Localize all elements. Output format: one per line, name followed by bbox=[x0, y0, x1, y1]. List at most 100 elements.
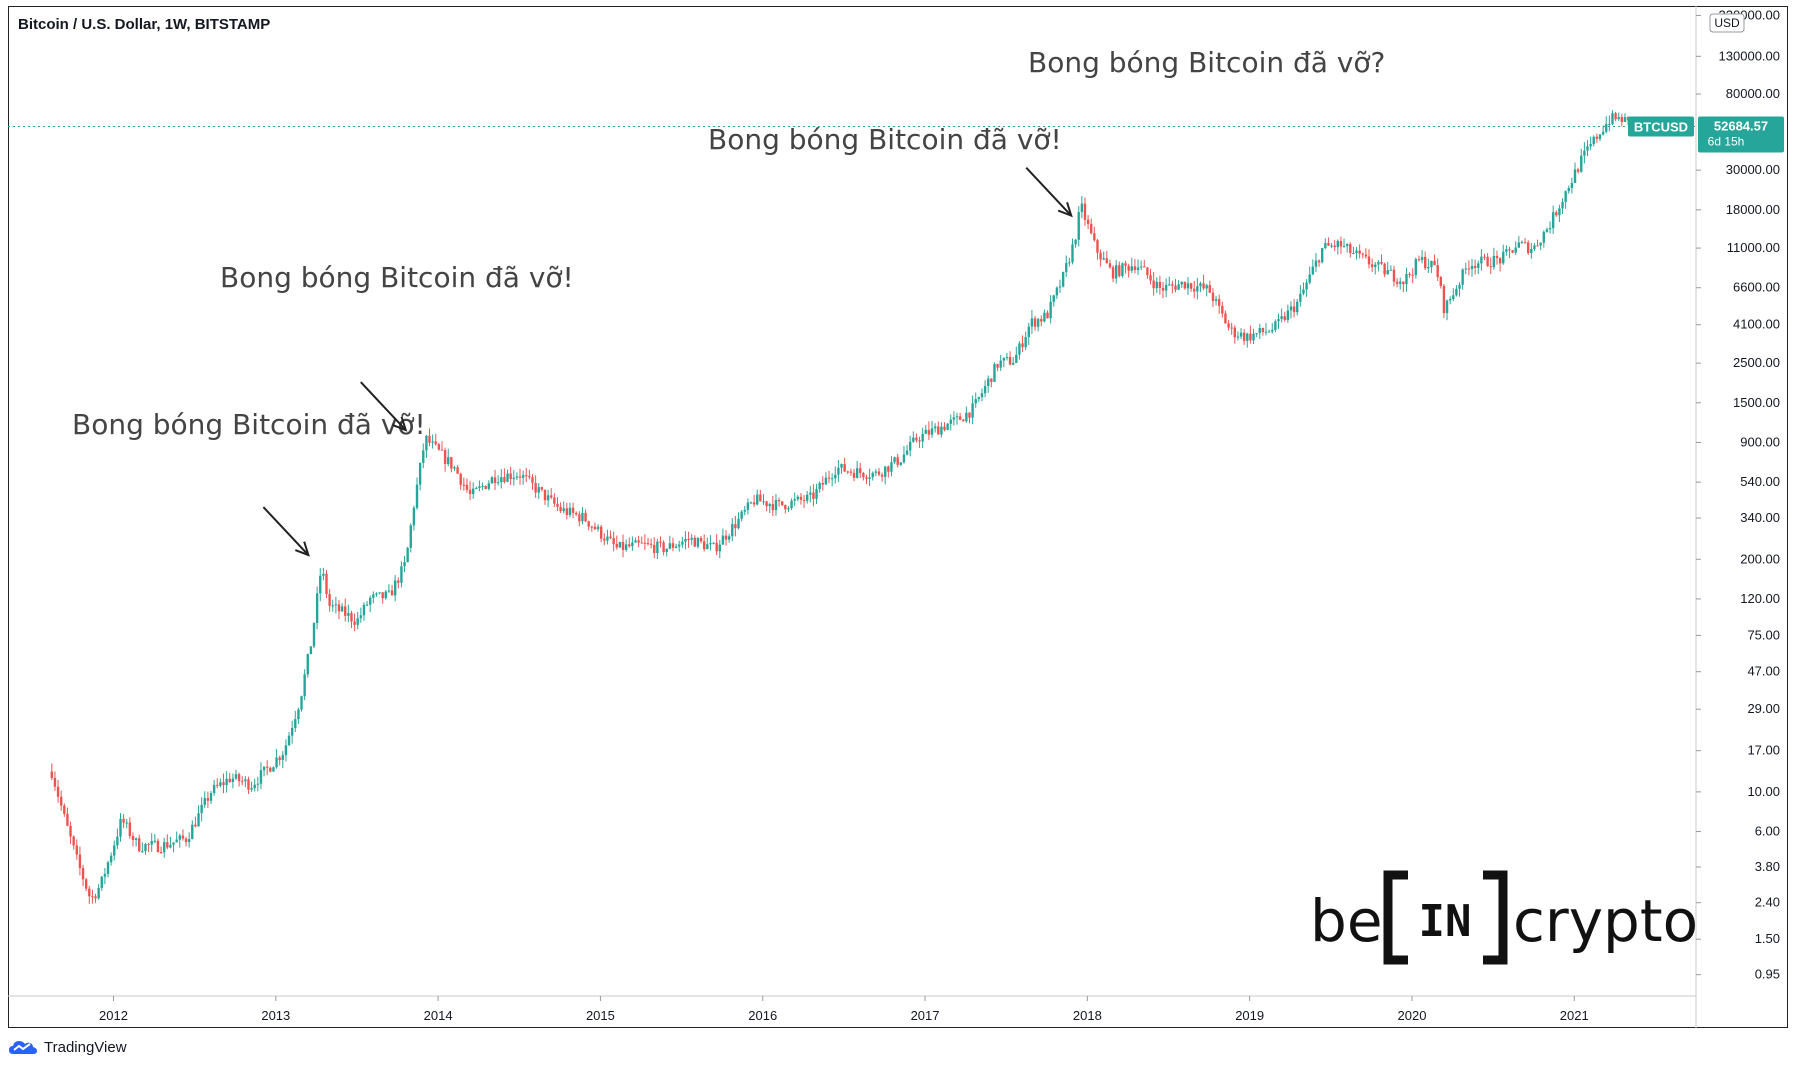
candle bbox=[946, 422, 949, 431]
x-tick-label: 2020 bbox=[1398, 1008, 1427, 1023]
candle bbox=[893, 456, 896, 465]
candle bbox=[1242, 329, 1246, 345]
candle bbox=[462, 477, 466, 491]
candle bbox=[319, 568, 322, 602]
candle bbox=[309, 646, 313, 655]
candle bbox=[456, 465, 459, 475]
candle bbox=[662, 540, 665, 556]
candle bbox=[1136, 259, 1140, 276]
candle bbox=[905, 444, 909, 456]
candle bbox=[393, 575, 397, 602]
candle bbox=[1174, 279, 1177, 293]
candles[interactable] bbox=[50, 110, 1630, 904]
x-tick-label: 2012 bbox=[99, 1008, 128, 1023]
tradingview-label: TradingView bbox=[44, 1038, 127, 1056]
candle bbox=[525, 467, 528, 483]
candle bbox=[799, 493, 803, 505]
candle bbox=[287, 731, 291, 746]
candle bbox=[1561, 198, 1564, 214]
candle bbox=[1402, 281, 1405, 293]
candle bbox=[1180, 281, 1183, 288]
candle bbox=[1080, 195, 1084, 219]
candle bbox=[805, 491, 809, 504]
candle bbox=[1439, 275, 1443, 289]
annotation-label: Bong bóng Bitcoin đã vỡ! bbox=[72, 408, 426, 441]
candle bbox=[1583, 142, 1586, 164]
candle bbox=[1580, 148, 1583, 173]
candle bbox=[431, 434, 434, 449]
candle bbox=[1317, 259, 1321, 267]
candle bbox=[1620, 113, 1624, 127]
candle bbox=[1551, 205, 1555, 234]
candle bbox=[1161, 281, 1165, 299]
candle bbox=[197, 805, 200, 827]
tradingview-footer[interactable]: TradingView bbox=[8, 1038, 127, 1056]
tradingview-cloud-icon bbox=[9, 1041, 37, 1054]
candle bbox=[144, 842, 147, 855]
candle bbox=[1495, 250, 1499, 265]
candle bbox=[206, 791, 210, 808]
candle bbox=[1114, 259, 1118, 284]
candle bbox=[484, 485, 487, 490]
candle bbox=[1252, 328, 1255, 345]
candle bbox=[518, 468, 522, 485]
candle bbox=[138, 834, 141, 853]
candle bbox=[1427, 258, 1430, 273]
candle bbox=[1389, 265, 1393, 271]
candle bbox=[681, 536, 684, 549]
candle bbox=[228, 773, 231, 784]
candle bbox=[116, 828, 119, 850]
candle bbox=[756, 489, 759, 506]
candle bbox=[1274, 319, 1277, 332]
candle bbox=[802, 494, 806, 509]
candle bbox=[933, 423, 937, 433]
candle bbox=[971, 395, 974, 425]
candle bbox=[1177, 280, 1180, 290]
candle bbox=[1193, 280, 1196, 299]
candle bbox=[993, 362, 996, 382]
candle bbox=[306, 653, 309, 678]
candle bbox=[359, 607, 363, 623]
candle bbox=[256, 776, 260, 792]
y-tick-label: 47.00 bbox=[1747, 664, 1780, 679]
candle bbox=[1036, 317, 1040, 332]
candle bbox=[1146, 267, 1149, 279]
y-tick-label: 540.00 bbox=[1740, 474, 1780, 489]
candle bbox=[1052, 294, 1055, 307]
candle bbox=[1108, 259, 1112, 269]
price-chart[interactable]: 220000.00130000.0080000.0030000.0018000.… bbox=[8, 6, 1788, 1028]
y-tick-label: 29.00 bbox=[1747, 701, 1780, 716]
candle bbox=[656, 538, 659, 560]
candle bbox=[943, 422, 946, 432]
candle bbox=[709, 534, 712, 551]
candle bbox=[219, 778, 222, 788]
candle bbox=[908, 435, 912, 457]
candle bbox=[550, 488, 553, 500]
candle bbox=[368, 595, 372, 612]
logo-bracket-right-icon bbox=[1483, 870, 1508, 965]
candle bbox=[1430, 260, 1433, 273]
candle bbox=[225, 771, 228, 793]
candle bbox=[428, 428, 431, 447]
candle bbox=[1545, 227, 1549, 233]
candle bbox=[1605, 116, 1608, 134]
y-tick-label: 11000.00 bbox=[1727, 240, 1780, 255]
usd-unit-box[interactable] bbox=[1709, 13, 1745, 33]
candle bbox=[774, 494, 778, 516]
candle bbox=[1314, 253, 1318, 273]
candle bbox=[187, 832, 191, 848]
candle bbox=[241, 776, 244, 786]
candle bbox=[216, 778, 219, 789]
candle bbox=[702, 534, 706, 552]
candle bbox=[1458, 282, 1461, 297]
candle bbox=[222, 773, 225, 794]
x-axis[interactable]: 2012 2013 2014 2015 2016 2017 2018 2019 2020 2021 bbox=[99, 996, 1589, 1023]
candle bbox=[962, 418, 965, 422]
candle bbox=[1420, 250, 1424, 264]
candle bbox=[1414, 257, 1418, 279]
candle bbox=[559, 502, 562, 514]
candle bbox=[331, 599, 334, 612]
y-axis[interactable]: 220000.00130000.0080000.0030000.0018000.… bbox=[1696, 7, 1780, 982]
y-tick-label: 80000.00 bbox=[1726, 86, 1780, 101]
candle bbox=[565, 502, 569, 520]
